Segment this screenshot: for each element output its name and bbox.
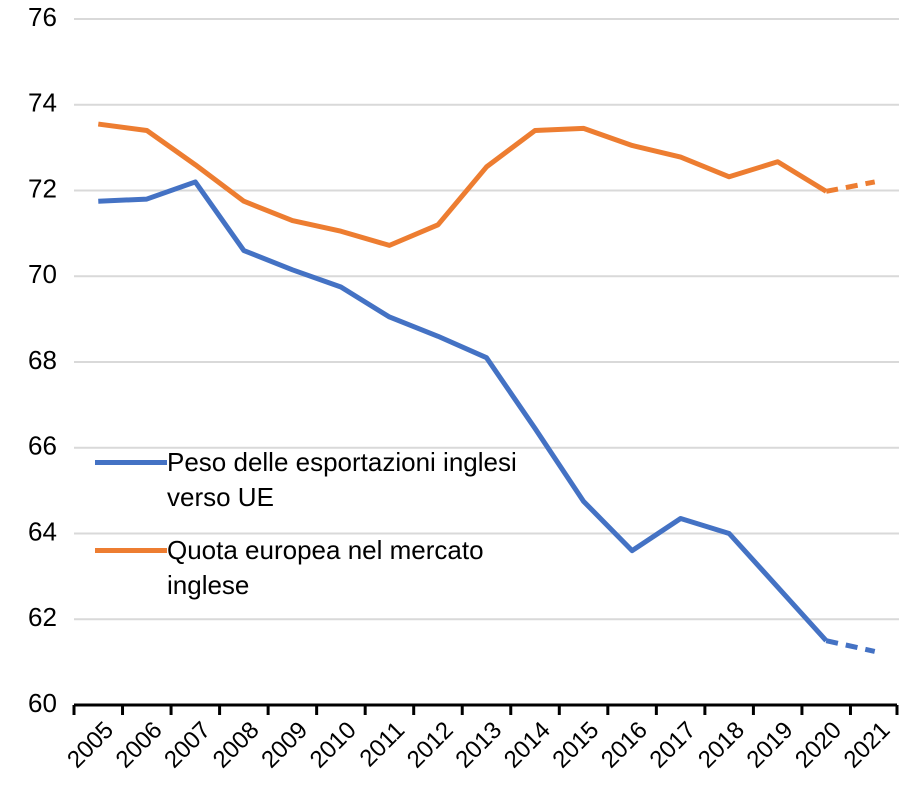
y-tick-label: 66 — [28, 431, 57, 461]
y-tick-label: 60 — [28, 688, 57, 718]
series-line-dashed — [825, 179, 876, 194]
legend-swatch — [95, 460, 167, 465]
y-tick-label: 62 — [28, 602, 57, 632]
x-tick-label: 2019 — [742, 717, 799, 774]
x-tick-label: 2018 — [693, 717, 750, 774]
x-tick-label: 2011 — [355, 717, 411, 773]
y-tick-label: 74 — [28, 88, 57, 118]
x-tick-label: 2015 — [547, 717, 604, 774]
y-tick-label: 72 — [28, 173, 57, 203]
legend: Peso delle esportazioni inglesi verso UE… — [95, 445, 552, 621]
series-line — [98, 179, 829, 643]
x-tick-label: 2017 — [645, 717, 702, 774]
legend-item: Peso delle esportazioni inglesi verso UE — [95, 445, 552, 515]
x-tick-label: 2008 — [208, 717, 265, 774]
y-tick-label: 64 — [28, 516, 57, 546]
x-tick-label: 2013 — [450, 717, 507, 774]
x-tick-label: 2021 — [839, 717, 896, 774]
x-tick-label: 2020 — [790, 717, 847, 774]
x-tick-label: 2014 — [499, 717, 556, 774]
x-tick-label: 2007 — [159, 717, 216, 774]
x-tick-label: 2012 — [402, 717, 459, 774]
x-tick-label: 2016 — [596, 717, 653, 774]
y-tick-label: 70 — [28, 259, 57, 289]
y-tick-label: 76 — [28, 2, 57, 32]
x-tick-label: 2010 — [305, 717, 362, 774]
x-tick-label: 2005 — [62, 717, 119, 774]
legend-label: Peso delle esportazioni inglesi verso UE — [167, 447, 517, 512]
legend-swatch — [95, 548, 167, 553]
x-tick-label: 2009 — [256, 717, 313, 774]
series-line-dashed — [825, 638, 876, 654]
y-tick-label: 68 — [28, 345, 57, 375]
series-line — [97, 121, 828, 248]
x-tick-label: 2006 — [111, 717, 168, 774]
legend-label: Quota europea nel mercato inglese — [167, 535, 484, 600]
legend-item: Quota europea nel mercato inglese — [95, 533, 552, 603]
